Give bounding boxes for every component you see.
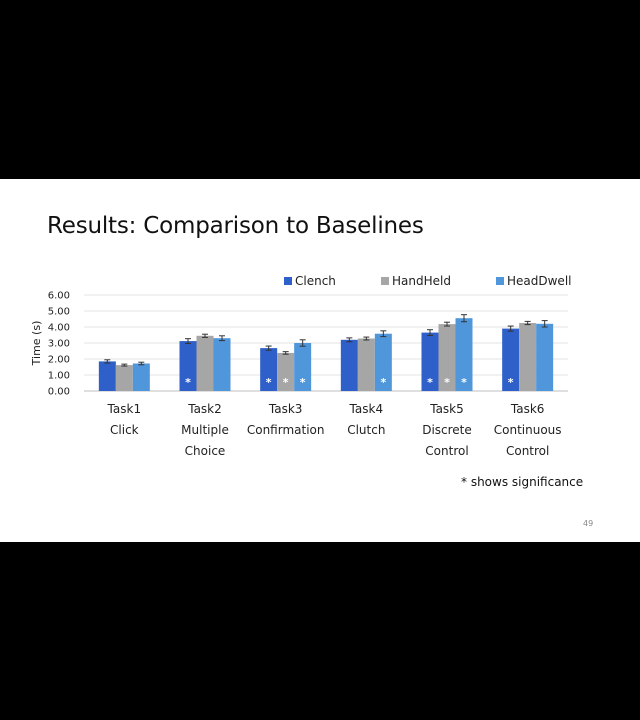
slide-number: 49	[583, 519, 594, 528]
category-label: Choice	[185, 444, 226, 458]
bar	[374, 333, 392, 391]
bar	[340, 339, 358, 391]
bar	[196, 335, 214, 391]
y-tick-label: 6.00	[48, 291, 70, 302]
category-label: Control	[425, 444, 468, 458]
y-tick-label: 4.00	[48, 323, 70, 334]
category-label: Task2	[187, 402, 222, 416]
significance-star: *	[461, 376, 467, 389]
category-label: Task5	[429, 402, 464, 416]
bar	[132, 363, 150, 391]
significance-star: *	[283, 376, 289, 389]
category-label: Task6	[510, 402, 545, 416]
category-label: Clutch	[347, 423, 385, 437]
bar	[294, 343, 312, 391]
significance-star: *	[380, 376, 386, 389]
category-label: Click	[110, 423, 139, 437]
significance-star: *	[444, 376, 450, 389]
legend-swatch	[381, 277, 389, 285]
category-label: Task3	[268, 402, 303, 416]
bar	[455, 318, 473, 391]
y-tick-label: 5.00	[48, 307, 70, 318]
bar	[213, 338, 231, 391]
legend-swatch	[496, 277, 504, 285]
legend-label: HandHeld	[392, 274, 451, 288]
category-label: Task4	[349, 402, 384, 416]
category-label: Control	[506, 444, 549, 458]
significance-star: *	[185, 376, 191, 389]
significance-star: *	[266, 376, 272, 389]
bar	[357, 338, 375, 391]
category-label: Discrete	[422, 423, 472, 437]
bar	[421, 332, 439, 391]
legend-label: Clench	[295, 274, 336, 288]
bar	[502, 328, 520, 391]
significance-note: * shows significance	[461, 475, 584, 489]
y-axis-title: Time (s)	[30, 321, 43, 367]
bar	[277, 352, 295, 391]
y-tick-label: 2.00	[48, 355, 70, 366]
slide: Results: Comparison to Baselines 0.00 1.0…	[0, 179, 640, 542]
slide-title: Results: Comparison to Baselines	[47, 213, 424, 239]
bar	[98, 361, 116, 391]
significance-star: *	[427, 376, 433, 389]
bar	[536, 323, 554, 391]
category-label: Confirmation	[247, 423, 325, 437]
bar-chart: 0.00 1.00 2.00 3.00 4.00 5.00 6.00 Time (s) Clen…	[30, 274, 571, 458]
bar	[179, 341, 197, 391]
legend-swatch	[284, 277, 292, 285]
significance-star: *	[508, 376, 514, 389]
bar	[438, 324, 456, 391]
significance-star: *	[300, 376, 306, 389]
bar	[260, 348, 278, 391]
y-tick-label: 0.00	[48, 387, 70, 398]
category-label: Continuous	[494, 423, 562, 437]
bar	[115, 365, 133, 391]
y-tick-label: 3.00	[48, 339, 70, 350]
bar	[519, 323, 537, 391]
legend-label: HeadDwell	[507, 274, 571, 288]
category-label: Task1	[107, 402, 142, 416]
category-label: Multiple	[181, 423, 229, 437]
y-tick-label: 1.00	[48, 371, 70, 382]
